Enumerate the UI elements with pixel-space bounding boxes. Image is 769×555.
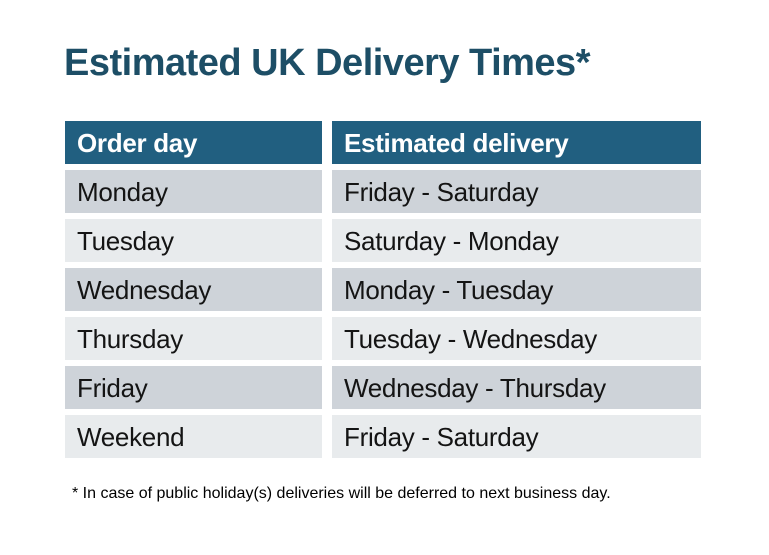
footnote: * In case of public holiday(s) deliverie… [72, 485, 611, 502]
cell-order-day-thursday: Thursday [65, 317, 322, 360]
page-title: Estimated UK Delivery Times* [64, 42, 590, 84]
cell-order-day-tuesday: Tuesday [65, 219, 322, 262]
cell-order-day-weekend: Weekend [65, 415, 322, 458]
cell-estimated-delivery-monday: Friday - Saturday [332, 170, 701, 213]
delivery-times-table: Order day Estimated delivery Monday Frid… [65, 121, 701, 458]
cell-estimated-delivery-friday: Wednesday - Thursday [332, 366, 701, 409]
cell-order-day-friday: Friday [65, 366, 322, 409]
cell-estimated-delivery-thursday: Tuesday - Wednesday [332, 317, 701, 360]
cell-estimated-delivery-tuesday: Saturday - Monday [332, 219, 701, 262]
column-header-order-day: Order day [65, 121, 322, 164]
column-header-estimated-delivery: Estimated delivery [332, 121, 701, 164]
cell-estimated-delivery-weekend: Friday - Saturday [332, 415, 701, 458]
cell-order-day-wednesday: Wednesday [65, 268, 322, 311]
cell-estimated-delivery-wednesday: Monday - Tuesday [332, 268, 701, 311]
cell-order-day-monday: Monday [65, 170, 322, 213]
